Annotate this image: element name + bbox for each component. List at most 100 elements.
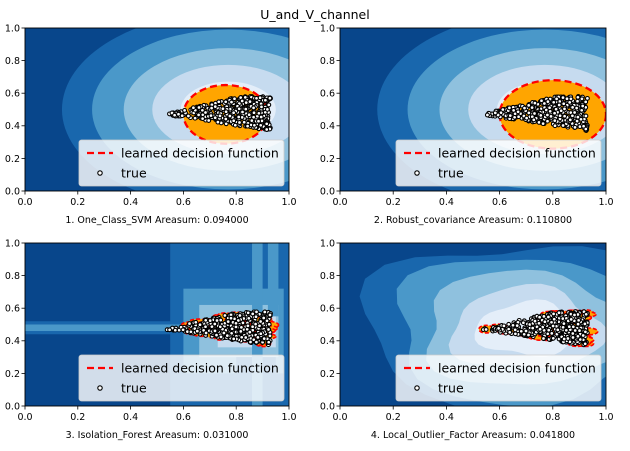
x-axis-label: 3. Isolation_Forest Areasum: 0.031000 [66,430,249,441]
data-point [187,321,192,327]
data-point [261,336,267,342]
data-point [246,315,252,321]
data-point [251,122,257,128]
legend: learned decision function true [78,139,285,187]
data-point [526,110,532,116]
data-point [192,115,198,121]
data-point [251,105,257,111]
data-point [544,112,550,118]
data-point [190,105,196,111]
y-tick-label: 0.0 [320,401,335,412]
data-point [223,116,229,122]
data-point [251,110,257,116]
data-point [264,127,270,132]
data-point [538,112,544,118]
data-point [236,114,242,120]
data-point [239,334,245,340]
y-tick-label: 0.4 [5,336,20,347]
data-point [556,310,562,316]
y-tick-label: 1.0 [5,238,20,249]
data-point [212,328,218,334]
y-tick-label: 0.8 [320,271,335,282]
data-point [512,331,518,337]
data-point [223,121,229,127]
data-point [243,106,249,112]
data-point [569,113,575,119]
data-point [507,329,513,335]
data-point [539,98,544,104]
data-point [197,322,203,328]
data-point [537,314,543,320]
data-point [506,321,512,327]
data-point [182,107,188,113]
data-point [545,314,551,320]
data-point [572,110,578,115]
data-point [254,95,259,101]
data-point [556,102,562,108]
subplot-4: 0.0 0.2 0.4 0.6 0.8 1.0 0.0 0.2 0.4 0.6 0.8 1.0 4. L… [320,238,614,441]
data-point [245,323,251,329]
y-tick-label: 0.8 [320,56,335,67]
data-point [196,105,202,110]
data-point [231,110,237,116]
x-axis-label: 2. Robust_covariance Areasum: 0.110800 [374,215,572,226]
y-tick-label: 0.6 [5,304,20,315]
data-point [567,117,573,123]
data-point [167,327,173,333]
data-point [570,104,576,110]
data-point [207,318,213,324]
axes-frame [24,242,290,407]
data-point [223,99,229,105]
data-point [511,107,517,113]
data-point [582,329,588,335]
data-point [512,327,518,333]
data-point [570,324,576,330]
data-point [552,118,558,124]
data-point [526,102,532,108]
data-point [237,313,243,318]
x-tick-label: 0.0 [332,412,347,423]
x-tick-label: 1.0 [281,197,296,208]
data-point [575,321,581,327]
data-point [225,319,231,325]
data-point [253,314,259,320]
data-point [532,100,538,106]
data-point [257,323,262,329]
data-point [196,112,202,118]
data-point [580,103,586,109]
data-point [267,312,273,318]
data-point [217,113,223,119]
y-tick-label: 1.0 [5,23,20,34]
data-point [229,326,235,332]
data-point [582,341,588,347]
data-point [557,113,563,119]
data-point [242,94,248,100]
data-point [550,335,556,341]
legend-label-points: true [438,166,464,181]
legend: learned decision function true [78,354,285,402]
data-point [266,327,271,332]
data-point [256,118,261,124]
data-point [578,116,584,122]
data-point [247,99,253,105]
contour-level [267,243,279,317]
data-point [214,332,219,338]
data-point [555,327,561,333]
legend-label-points: true [438,381,464,396]
data-point [496,325,502,331]
data-point [258,122,264,128]
data-point [551,99,557,105]
data-point [542,319,548,325]
data-point [506,105,512,111]
data-point [575,114,581,120]
data-point [577,328,582,334]
data-point [217,324,223,330]
y-tick-label: 0.2 [320,154,335,165]
data-point [267,95,273,101]
data-point [238,328,244,334]
data-point [545,99,551,105]
x-tick-label: 0.4 [123,412,138,423]
data-point [266,339,272,345]
data-point [267,333,273,339]
